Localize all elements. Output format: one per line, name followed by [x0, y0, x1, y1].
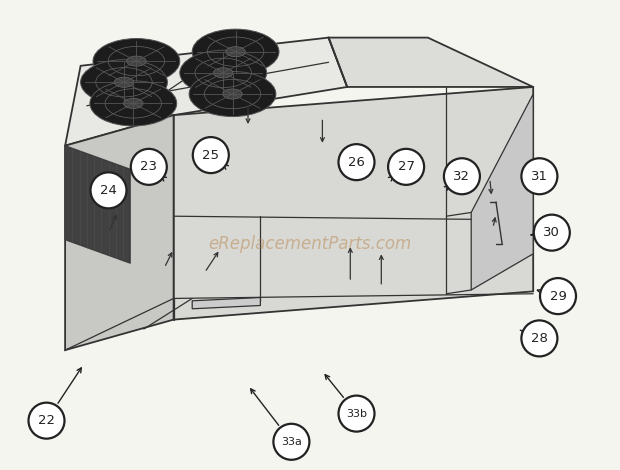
Text: 32: 32 — [453, 170, 471, 183]
Polygon shape — [329, 38, 533, 87]
Circle shape — [521, 158, 557, 194]
Text: 31: 31 — [531, 170, 548, 183]
Ellipse shape — [189, 71, 276, 117]
Ellipse shape — [213, 68, 233, 78]
Ellipse shape — [126, 56, 146, 66]
Ellipse shape — [81, 60, 167, 105]
Text: 23: 23 — [140, 160, 157, 173]
Text: 29: 29 — [549, 290, 567, 303]
Polygon shape — [65, 146, 130, 263]
Text: 33b: 33b — [346, 408, 367, 419]
Ellipse shape — [223, 89, 242, 99]
Polygon shape — [174, 87, 533, 320]
Circle shape — [540, 278, 576, 314]
Polygon shape — [471, 94, 533, 290]
Polygon shape — [65, 115, 174, 350]
Ellipse shape — [192, 29, 279, 74]
Ellipse shape — [180, 50, 267, 95]
Text: 26: 26 — [348, 156, 365, 169]
Circle shape — [193, 137, 229, 173]
Text: 22: 22 — [38, 414, 55, 427]
Text: 33a: 33a — [281, 437, 302, 447]
Circle shape — [534, 215, 570, 251]
Ellipse shape — [90, 81, 177, 126]
Circle shape — [339, 144, 374, 180]
Text: 28: 28 — [531, 332, 548, 345]
Ellipse shape — [123, 98, 143, 109]
Circle shape — [91, 172, 126, 208]
Text: 24: 24 — [100, 184, 117, 197]
Circle shape — [131, 149, 167, 185]
Circle shape — [521, 321, 557, 356]
Circle shape — [273, 424, 309, 460]
Circle shape — [444, 158, 480, 194]
Text: 27: 27 — [397, 160, 415, 173]
Ellipse shape — [114, 77, 134, 87]
Polygon shape — [65, 38, 347, 146]
Text: eReplacementParts.com: eReplacementParts.com — [208, 235, 412, 253]
Circle shape — [388, 149, 424, 185]
Ellipse shape — [226, 47, 246, 57]
Circle shape — [339, 396, 374, 431]
Text: 25: 25 — [202, 149, 219, 162]
Circle shape — [29, 403, 64, 439]
Text: 30: 30 — [543, 226, 560, 239]
Polygon shape — [192, 298, 260, 309]
Ellipse shape — [93, 39, 180, 84]
